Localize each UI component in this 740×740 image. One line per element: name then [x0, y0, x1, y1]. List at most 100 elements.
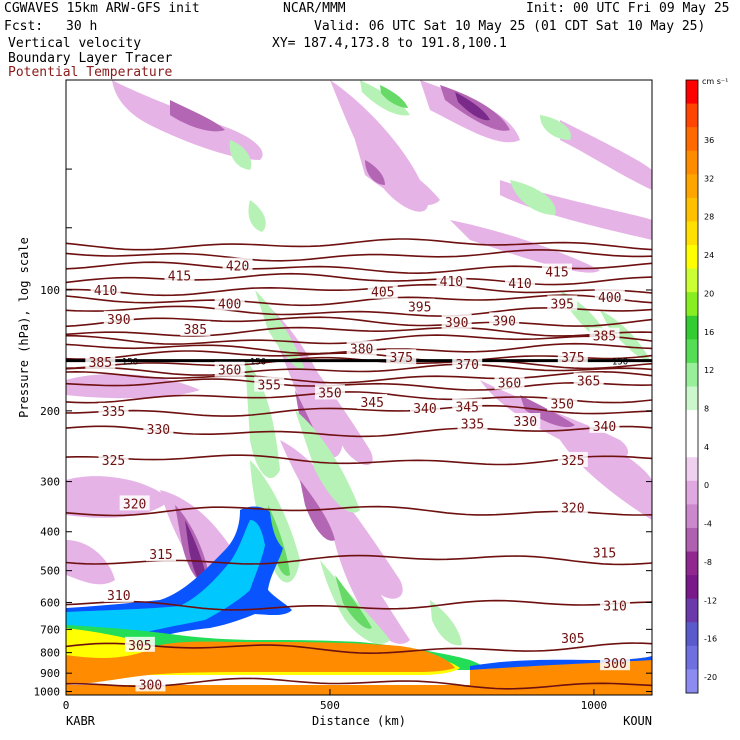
field-potential-temperature: Potential Temperature [8, 65, 173, 80]
colorbar-tick-label: -4 [704, 520, 712, 529]
x-start-station: KABR [66, 714, 96, 728]
isentrope-line [66, 505, 652, 517]
isentrope-line [66, 249, 652, 262]
contour-label: 370 [455, 358, 478, 373]
contour-labels: 300 300 305 305 310 310 315 315 320 320 325 325 330 3… [85, 257, 631, 693]
colorbar-swatch [686, 150, 698, 175]
colorbar-swatch [686, 622, 698, 647]
contour-label: 410 [94, 284, 117, 299]
colorbar-tick-label: 32 [704, 174, 714, 183]
contour-label: 360 [498, 377, 521, 392]
contour-label-bg [214, 295, 245, 311]
colorbar-tick-label: -20 [704, 673, 717, 682]
y-tick-label: 1000 [34, 686, 61, 699]
colorbar-swatch [686, 386, 698, 411]
contour-label: 340 [593, 420, 616, 435]
x-axis-label: Distance (km) [312, 714, 406, 728]
contour-label-bg [314, 384, 345, 400]
colorbar-tick-label: -16 [704, 635, 717, 644]
contour-label-bg [119, 495, 150, 511]
contour-label: 390 [492, 314, 515, 329]
isentrope-line [66, 378, 652, 391]
x-tick-label: 0 [63, 699, 70, 712]
isentrope-line [66, 326, 652, 337]
contour-label: 380 [350, 343, 373, 358]
terrain [66, 685, 652, 695]
isentrope-line [66, 238, 652, 251]
isentrope-line [66, 272, 652, 286]
colorbar-swatch [686, 197, 698, 222]
colorbar-swatch [686, 268, 698, 293]
contour-label-bg [600, 655, 631, 671]
pressure-150-label: 150 [250, 358, 266, 368]
colorbar-swatch [686, 480, 698, 505]
contour-label: 385 [593, 330, 616, 345]
contour-label-bg [367, 283, 398, 299]
contour-label-bg [452, 398, 483, 414]
contour-label-bg [505, 274, 536, 290]
contour-label: 415 [545, 266, 568, 281]
isentrope-line [66, 363, 652, 376]
contour-label-bg [386, 349, 417, 365]
y-tick-label: 500 [40, 565, 60, 578]
colorbar-swatch [686, 504, 698, 529]
field-boundary-layer-tracer: Boundary Layer Tracer [8, 51, 173, 66]
contour-label-bg [589, 327, 620, 343]
contour-label: 315 [593, 546, 616, 561]
colorbar-swatch [686, 551, 698, 576]
contour-label-bg [146, 546, 177, 562]
contour-label: 310 [107, 589, 130, 604]
colorbar-swatch [686, 315, 698, 340]
contour-label-bg [494, 374, 525, 390]
contour-label: 335 [461, 417, 484, 432]
contour-label: 395 [551, 297, 574, 312]
contour-label: 345 [455, 400, 478, 415]
x-end-station: KOUN [623, 714, 652, 728]
colorbar-tick-label: 36 [704, 136, 714, 145]
colorbar-swatch [686, 103, 698, 128]
contour-label: 415 [168, 269, 191, 284]
contour-label-bg [90, 281, 121, 297]
isentrope-line [66, 294, 652, 307]
colorbar-tick-label: 16 [704, 328, 714, 337]
model-title: CGWAVES 15km ARW-GFS init [4, 1, 200, 16]
contour-label: 360 [218, 364, 241, 379]
colorbar-swatch [686, 362, 698, 387]
colorbar-swatch [686, 669, 698, 694]
contour-label-bg [547, 295, 578, 311]
contour-label: 385 [184, 323, 207, 338]
contour-label-bg [164, 267, 195, 283]
contour-label: 340 [413, 402, 436, 417]
organization-label: NCAR/MMM [283, 1, 346, 16]
colorbar-unit: cm s⁻¹ [702, 77, 728, 86]
contour-label-bg [103, 587, 134, 603]
y-tick-label: 600 [40, 596, 60, 609]
colorbar-swatch [686, 457, 698, 482]
contour-label-bg [404, 298, 435, 314]
contour-label: 305 [128, 639, 151, 654]
isentrope-line [66, 599, 652, 611]
y-tick-label: 100 [40, 284, 60, 297]
pressure-150-label: 150 [122, 358, 138, 368]
contour-label: 365 [577, 374, 600, 389]
colorbar-tick-label: 4 [704, 443, 709, 452]
contour-label-bg [357, 393, 388, 409]
colorbar-swatch [686, 575, 698, 600]
contour-label: 405 [371, 286, 394, 301]
contour-label: 305 [561, 632, 584, 647]
contour-label: 420 [226, 260, 249, 275]
isentrope-line [66, 370, 652, 384]
contour-label-bg [541, 263, 572, 279]
contour-label-bg [589, 544, 620, 560]
y-tick-label: 900 [40, 667, 60, 680]
contour-label: 410 [440, 275, 463, 290]
isentrope-line [66, 404, 652, 417]
contour-label-bg [436, 273, 467, 289]
contour-label-bg [489, 312, 520, 328]
contour-label-bg [103, 310, 134, 326]
colorbar-tick-label: -12 [704, 596, 717, 605]
y-tick-label: 400 [40, 526, 60, 539]
colorbar-swatch [686, 410, 698, 435]
x-tick-label: 1000 [581, 699, 608, 712]
contour-label: 300 [603, 657, 626, 672]
